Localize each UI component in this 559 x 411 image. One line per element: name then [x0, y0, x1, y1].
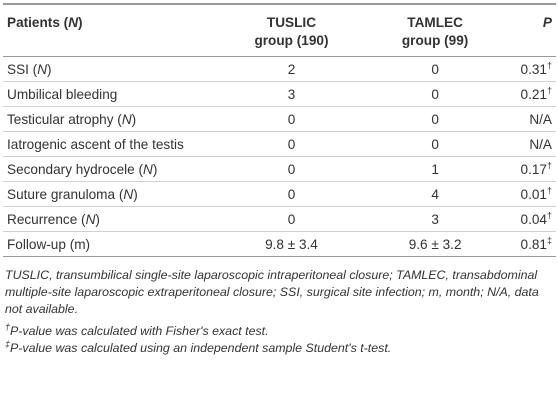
header-line: TUSLIC	[266, 15, 317, 30]
table-body: SSI (N) 2 0 0.31† Umbilical bleeding 3 0 0.21† T…	[3, 56, 556, 257]
italic-part: N	[143, 161, 153, 177]
tamlec-value: 4	[353, 181, 517, 207]
p-mark: †	[546, 59, 552, 70]
footnote-text: P-value was calculated with Fisher's exa…	[10, 324, 269, 338]
footnote: ‡P-value was calculated using an indepen…	[5, 338, 554, 357]
p-value-cell: N/A	[516, 131, 556, 157]
italic-part: N	[37, 61, 48, 77]
p-mark: †	[546, 159, 552, 170]
footnote-mark: †	[5, 321, 11, 332]
tuslic-value: 0	[229, 156, 354, 182]
p-value-cell: 0.31†	[516, 56, 556, 82]
text-part: )	[47, 61, 52, 77]
footnote: †P-value was calculated with Fisher's ex…	[5, 321, 554, 340]
row-label: Testicular atrophy (N)	[3, 106, 230, 132]
p-mark: †	[546, 84, 552, 95]
text-part: )	[131, 111, 137, 127]
p-value-cell: 0.21†	[516, 81, 556, 107]
p-mark: †	[546, 209, 552, 220]
text-part: )	[95, 211, 100, 227]
tamlec-value: 0	[353, 81, 517, 107]
tamlec-value: 0	[353, 131, 517, 157]
table-row: Follow-up (m) 9.8 ± 3.4 9.6 ± 3.2 0.81‡	[3, 231, 556, 257]
p-value-cell: 0.81‡	[516, 231, 556, 257]
row-label: Iatrogenic ascent of the testis	[3, 131, 230, 157]
row-label: Secondary hydrocele (N)	[3, 156, 230, 182]
italic-part: N	[85, 211, 96, 227]
text-part: Secondary hydrocele (	[7, 161, 144, 177]
tuslic-value: 0	[229, 206, 354, 232]
p-value: N/A	[529, 136, 552, 152]
tuslic-value: 9.8 ± 3.4	[229, 231, 354, 257]
tuslic-value: 0	[229, 131, 354, 157]
row-label: Suture granuloma (N)	[3, 181, 230, 207]
row-label: Recurrence (N)	[3, 206, 230, 232]
results-table: Patients (N) TUSLIC group (190) TAMLEC gro…	[3, 3, 556, 257]
tuslic-value: 2	[229, 56, 354, 82]
tuslic-value: 3	[229, 81, 354, 107]
p-mark: †	[546, 184, 552, 195]
p-value: 0.04	[520, 211, 547, 227]
text-part: )	[78, 15, 83, 30]
header-line: TAMLEC	[407, 15, 463, 30]
tamlec-value: 9.6 ± 3.2	[353, 231, 517, 257]
table-row: Testicular atrophy (N) 0 0 N/A	[3, 106, 556, 132]
p-value-cell: 0.04†	[516, 206, 556, 232]
header-line: group (99)	[401, 33, 469, 48]
tamlec-value: 1	[353, 156, 517, 182]
text-part: SSI (	[7, 61, 38, 77]
header-p-text: P	[542, 15, 552, 30]
p-value-cell: 0.01†	[516, 181, 556, 207]
header-patients: Patients (N)	[3, 4, 229, 57]
p-mark: ‡	[546, 234, 552, 245]
italic-part: N	[121, 111, 132, 127]
table-row: Umbilical bleeding 3 0 0.21†	[3, 81, 556, 107]
text-part: Patients (	[7, 15, 69, 30]
header-row: Patients (N) TUSLIC group (190) TAMLEC gro…	[3, 4, 556, 57]
italic-part: N	[68, 15, 79, 30]
text-part: Suture granuloma (	[7, 186, 124, 202]
tamlec-value: 3	[353, 206, 517, 232]
p-value: 0.31	[520, 61, 547, 77]
row-label: Umbilical bleeding	[3, 81, 230, 107]
tamlec-value: 0	[353, 106, 517, 132]
footnote-text: P-value was calculated using an independ…	[10, 341, 392, 355]
table-row: Suture granuloma (N) 0 4 0.01†	[3, 181, 556, 207]
table-row: Iatrogenic ascent of the testis 0 0 N/A	[3, 131, 556, 157]
tamlec-value: 0	[353, 56, 517, 82]
p-value: 0.81	[520, 236, 547, 252]
row-label: SSI (N)	[3, 56, 230, 82]
text-part: Iatrogenic ascent of the testis	[7, 136, 184, 152]
table-row: Secondary hydrocele (N) 0 1 0.17†	[3, 156, 556, 182]
header-tuslic: TUSLIC group (190)	[229, 4, 353, 57]
page: Patients (N) TUSLIC group (190) TAMLEC gro…	[3, 3, 556, 357]
tuslic-value: 0	[229, 181, 354, 207]
table-header: Patients (N) TUSLIC group (190) TAMLEC gro…	[3, 4, 556, 57]
p-value: 0.01	[520, 186, 547, 202]
text-part: )	[152, 161, 158, 177]
table-row: Recurrence (N) 0 3 0.04†	[3, 206, 556, 232]
tuslic-value: 0	[229, 106, 354, 132]
row-label: Follow-up (m)	[3, 231, 230, 257]
italic-part: N	[123, 186, 134, 202]
header-tamlec: TAMLEC group (99)	[354, 4, 517, 57]
text-part: Recurrence (	[7, 211, 86, 227]
p-value: 0.17	[520, 161, 547, 177]
p-value-cell: 0.17†	[516, 156, 556, 182]
header-line: group (190)	[254, 33, 329, 48]
text-part: Umbilical bleeding	[7, 86, 118, 102]
header-p: P	[517, 4, 556, 57]
p-value: N/A	[529, 111, 552, 127]
text-part: Testicular atrophy (	[7, 111, 122, 127]
p-value-cell: N/A	[516, 106, 556, 132]
table-row: SSI (N) 2 0 0.31†	[3, 56, 556, 82]
footnote-mark: ‡	[5, 338, 11, 349]
text-part: )	[133, 186, 138, 202]
notes: TUSLIC, transumbilical single-site lapar…	[3, 267, 556, 357]
text-part: Follow-up (m)	[7, 236, 91, 252]
p-value: 0.21	[520, 86, 547, 102]
abbreviations: TUSLIC, transumbilical single-site lapar…	[5, 268, 539, 316]
